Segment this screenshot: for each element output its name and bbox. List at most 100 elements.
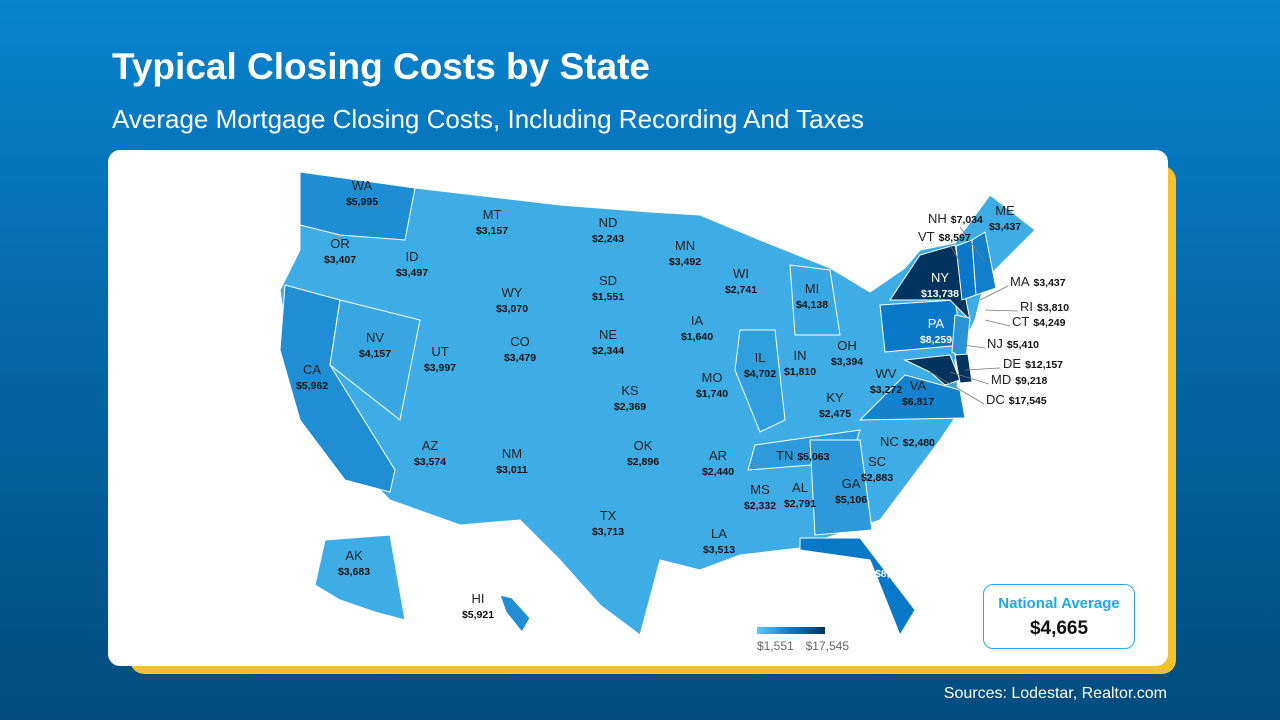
state-label-sd: SD — [599, 273, 617, 288]
state-value-al: $2,791 — [784, 498, 816, 510]
state-value-nd: $2,243 — [592, 233, 624, 245]
state-value-sc: $2,883 — [861, 472, 893, 484]
state-label-mo: MO — [702, 370, 723, 385]
state-label-nh: NH $7,034 — [928, 211, 983, 226]
state-label-pa: PA — [928, 316, 945, 331]
state-value-ga: $5,106 — [835, 494, 867, 506]
state-il — [734, 329, 786, 433]
state-nj — [951, 314, 971, 361]
state-label-ia: IA — [691, 313, 704, 328]
state-value-mo: $1,740 — [696, 388, 728, 400]
state-label-ky: KY — [826, 390, 844, 405]
state-value-id: $3,497 — [396, 267, 428, 279]
state-value-me: $3,437 — [989, 221, 1021, 233]
state-md — [903, 354, 961, 386]
state-value-ks: $2,369 — [614, 401, 646, 413]
state-value-nv: $4,157 — [359, 348, 391, 360]
legend-max: $17,545 — [806, 639, 850, 653]
state-value-wy: $3,070 — [496, 303, 528, 315]
state-label-nd: ND — [599, 215, 618, 230]
state-wa — [299, 171, 416, 241]
national-average-label: National Average — [998, 595, 1120, 612]
callout-line — [949, 371, 990, 385]
state-value-co: $3,479 — [504, 352, 536, 364]
callout-line — [984, 309, 1019, 312]
national-average-value: $4,665 — [1029, 618, 1089, 639]
state-value-ak: $3,683 — [338, 566, 370, 578]
state-label-al: AL — [792, 480, 808, 495]
state-label-ut: UT — [431, 344, 448, 359]
state-label-ca: CA — [303, 362, 321, 377]
state-label-nm: NM — [502, 446, 522, 461]
state-mi — [789, 264, 841, 336]
state-label-me: ME — [995, 203, 1015, 218]
state-label-ma: MA $3,437 — [1010, 274, 1066, 289]
state-label-tx: TX — [600, 508, 617, 523]
state-label-hi: HI — [472, 591, 485, 606]
state-label-ak: AK — [345, 548, 363, 563]
state-label-nv: NV — [366, 330, 384, 345]
state-label-la: LA — [711, 526, 727, 541]
state-label-az: AZ — [422, 438, 439, 453]
callout-line — [959, 226, 986, 263]
state-value-fl: $8,492 — [875, 568, 907, 580]
state-ga — [809, 439, 873, 536]
callout-line — [979, 285, 1009, 301]
state-label-in: IN — [794, 348, 807, 363]
page-subtitle: Average Mortgage Closing Costs, Includin… — [112, 104, 865, 134]
national-average-box: National Average $4,665 — [983, 584, 1135, 649]
state-value-ct: $4,249 — [1033, 317, 1065, 329]
state-ak — [314, 534, 406, 621]
state-label-ne: NE — [599, 327, 617, 342]
page-title: Typical Closing Costs by State — [112, 46, 650, 87]
state-label-co: CO — [510, 334, 530, 349]
state-value-oh: $3,394 — [831, 356, 863, 368]
state-label-wa: WA — [352, 178, 373, 193]
state-value-mn: $3,492 — [669, 256, 701, 268]
state-label-ok: OK — [634, 438, 653, 453]
state-value-wv: $3,272 — [870, 384, 902, 396]
state-value-ut: $3,997 — [424, 362, 456, 374]
sources: Sources: Lodestar, Realtor.com — [943, 685, 1167, 702]
legend-gradient — [757, 627, 825, 634]
state-value-mi: $4,138 — [796, 299, 828, 311]
state-value-la: $3,513 — [703, 544, 735, 556]
state-label-mt: MT — [483, 207, 502, 222]
state-value-nh: $7,034 — [951, 214, 983, 226]
state-label-oh: OH — [837, 338, 857, 353]
state-label-ar: AR — [709, 448, 727, 463]
state-value-in: $1,810 — [784, 366, 816, 378]
state-label-md: MD $9,218 — [991, 372, 1047, 387]
state-label-nc: NC $2,480 — [880, 434, 935, 449]
state-fl — [799, 537, 916, 637]
state-value-wi: $2,741 — [725, 284, 757, 296]
state-value-dc: $17,545 — [1009, 395, 1047, 407]
state-label-mi: MI — [805, 281, 819, 296]
state-value-ky: $2,475 — [819, 408, 851, 420]
state-label-wv: WV — [876, 366, 897, 381]
state-label-vt: VT $8,597 — [918, 229, 971, 244]
state-value-mt: $3,157 — [476, 225, 508, 237]
state-value-ny: $13,738 — [921, 288, 959, 300]
state-value-de: $12,157 — [1025, 359, 1063, 371]
callout-line — [964, 367, 1001, 371]
state-label-id: ID — [406, 249, 419, 264]
state-value-il: $4,702 — [744, 368, 776, 380]
state-label-wi: WI — [733, 266, 749, 281]
state-label-tn: TN $5,063 — [776, 448, 830, 463]
state-label-sc: SC — [868, 454, 886, 469]
callout-line — [962, 344, 986, 349]
state-value-va: $6,817 — [902, 396, 934, 408]
state-value-ca: $5,962 — [296, 380, 328, 392]
state-label-dc: DC $17,545 — [986, 392, 1047, 407]
state-value-nm: $3,011 — [496, 464, 528, 476]
state-label-fl: FL — [883, 550, 898, 565]
state-value-ia: $1,640 — [681, 331, 713, 343]
state-value-hi: $5,921 — [462, 609, 494, 621]
state-value-ms: $2,332 — [744, 500, 776, 512]
state-value-ma: $3,437 — [1034, 277, 1066, 289]
state-label-nj: NJ $5,410 — [987, 336, 1039, 351]
state-label-ny: NY — [931, 270, 949, 285]
callout-line — [984, 319, 1011, 327]
